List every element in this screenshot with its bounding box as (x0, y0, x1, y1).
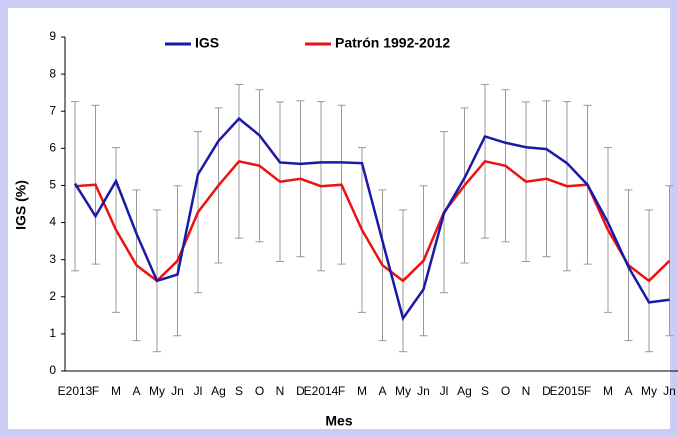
y-tick-label: 4 (49, 215, 56, 229)
x-tick-label: Ag (457, 384, 472, 398)
y-axis-title: IGS (%) (13, 180, 29, 230)
x-axis-title: Mes (325, 413, 352, 429)
x-tick-label: F (584, 384, 591, 398)
x-tick-label: Jl (194, 384, 203, 398)
x-tick-label: Ag (211, 384, 226, 398)
x-tick-label: O (501, 384, 510, 398)
x-tick-label: Jn (663, 384, 676, 398)
x-tick-label: My (395, 384, 411, 398)
x-tick-label: M (357, 384, 367, 398)
x-tick-label: M (111, 384, 121, 398)
x-tick-label: Jl (440, 384, 449, 398)
series-line (74, 159, 671, 283)
y-tick-label: 8 (49, 66, 56, 80)
x-tick-label: My (149, 384, 165, 398)
y-tick-label: 6 (49, 141, 56, 155)
x-tick-label: E2013 (58, 384, 93, 398)
x-tick-label: A (378, 384, 386, 398)
y-tick-label: 7 (49, 103, 56, 117)
x-tick-label: F (338, 384, 345, 398)
plot-background (8, 8, 670, 429)
x-tick-label: D (296, 384, 305, 398)
x-tick-label: N (276, 384, 285, 398)
x-tick-label: N (522, 384, 531, 398)
x-tick-label: M (603, 384, 613, 398)
x-tick-label: Jn (171, 384, 184, 398)
series-line (73, 116, 670, 322)
x-tick-label: A (624, 384, 632, 398)
x-tick-label: O (255, 384, 264, 398)
x-tick-label: A (132, 384, 140, 398)
y-tick-label: 2 (49, 289, 56, 303)
x-tick-label: S (235, 384, 243, 398)
x-tick-label: D (542, 384, 551, 398)
legend-label: IGS (195, 35, 219, 51)
y-tick-label: 3 (49, 252, 56, 266)
y-tick-label: 9 (49, 29, 56, 43)
x-tick-label: F (92, 384, 99, 398)
x-tick-label: E2014 (304, 384, 339, 398)
x-tick-label: Jn (417, 384, 430, 398)
legend-label: Patrón 1992-2012 (335, 35, 450, 51)
x-tick-label: E2015 (550, 384, 585, 398)
y-tick-label: 1 (49, 326, 56, 340)
x-tick-label: S (481, 384, 489, 398)
x-tick-label: My (641, 384, 657, 398)
y-tick-label: 0 (49, 363, 56, 377)
y-tick-label: 5 (49, 178, 56, 192)
